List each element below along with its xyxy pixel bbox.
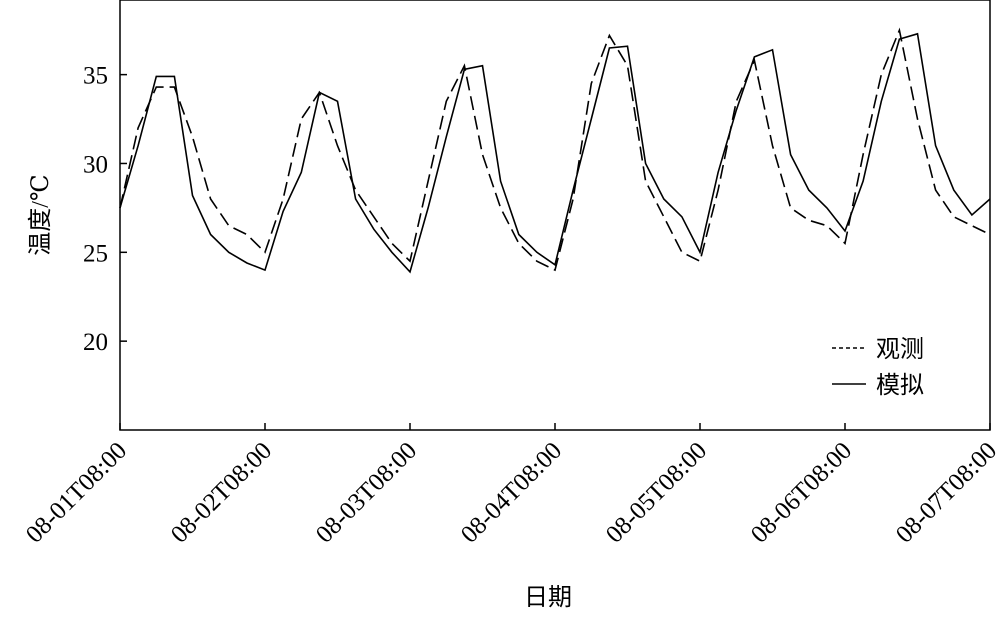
x-tick-label: 08-04T08:00 [456, 437, 567, 548]
y-axis-label: 温度/℃ [27, 174, 54, 256]
y-tick-label: 35 [83, 63, 108, 90]
x-tick-label: 08-02T08:00 [166, 437, 277, 548]
y-tick-label: 30 [83, 151, 108, 178]
plot-frame [119, 0, 991, 431]
x-tick-label: 08-01T08:00 [21, 437, 132, 548]
legend-label: 模拟 [876, 372, 924, 399]
y-tick-label: 20 [83, 329, 108, 356]
legend-label: 观测 [876, 336, 924, 363]
series-line [119, 27, 991, 272]
x-tick-label: 08-06T08:00 [746, 437, 857, 548]
x-tick-label: 08-05T08:00 [601, 437, 712, 548]
x-tick-label: 08-03T08:00 [311, 437, 422, 548]
series-line [119, 32, 991, 274]
x-axis-label: 日期 [524, 585, 572, 611]
x-tick-label: 08-07T08:00 [891, 437, 1000, 548]
y-tick-label: 25 [83, 240, 108, 267]
